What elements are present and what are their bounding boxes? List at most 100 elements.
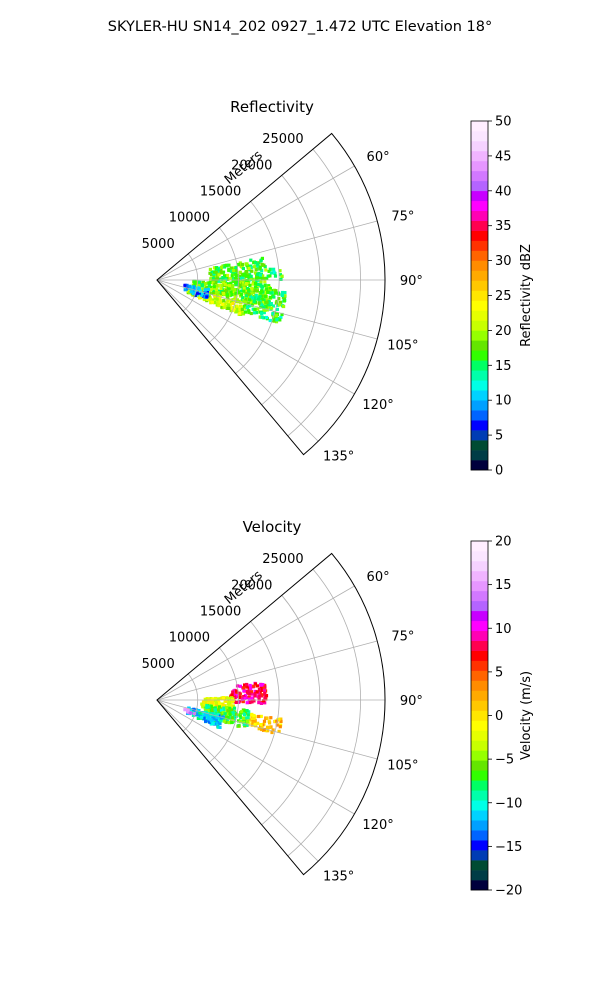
echo-pixel — [267, 303, 271, 307]
echo-pixel — [241, 276, 245, 280]
echo-pixel — [245, 695, 249, 699]
echo-pixel — [262, 305, 266, 309]
echo-pixel — [256, 695, 260, 699]
azimuth-gridline — [156, 220, 378, 281]
echo-pixel — [260, 312, 264, 316]
azimuth-gridline — [156, 165, 355, 281]
echo-pixel — [197, 283, 201, 288]
colorbar-swatch — [471, 790, 488, 801]
echo-pixel — [229, 286, 233, 290]
echo-pixel — [224, 288, 228, 292]
colorbar-tick-label: −10 — [495, 796, 522, 811]
colorbar-tick-label: 20 — [495, 535, 512, 550]
echo-pixel — [270, 730, 274, 735]
echo-pixel — [185, 283, 189, 287]
echo-pixel — [278, 318, 282, 322]
colorbar-tick-label: 10 — [495, 394, 512, 409]
echo-pixel — [274, 289, 278, 293]
radial-tick-label: 5000 — [142, 237, 175, 252]
echo-pixel — [236, 695, 240, 699]
echo-pixel — [227, 701, 232, 705]
echo-pixel — [244, 294, 248, 298]
colorbar-swatch — [471, 350, 488, 361]
echo-pixel — [206, 287, 211, 291]
colorbar-swatch — [471, 810, 488, 821]
echo-pixel — [263, 701, 267, 705]
echo-pixel — [238, 714, 242, 718]
echo-pixel — [231, 269, 236, 273]
echo-pixel — [217, 705, 222, 709]
echo-pixel — [204, 717, 208, 721]
echo-pixel — [201, 705, 205, 709]
echo-pixel — [272, 267, 276, 271]
colorbar-swatch — [471, 290, 488, 301]
colorbar-tick-label: −5 — [495, 753, 514, 768]
echo-pixel — [205, 295, 209, 299]
echo-pixel — [283, 294, 287, 298]
echo-pixel — [234, 700, 239, 704]
echo-pixel — [255, 690, 259, 694]
echo-pixel — [222, 719, 226, 723]
echo-pixel — [221, 283, 225, 287]
echo-pixel — [209, 722, 213, 726]
echo-pixel — [250, 303, 254, 307]
echo-pixel — [206, 702, 210, 706]
echo-pixel — [268, 274, 272, 278]
colorbar-swatch — [471, 560, 488, 572]
echo-pixel — [219, 286, 223, 290]
echo-pixel — [187, 290, 192, 294]
colorbar: 0 5 10 15 20 25 30 35 40 45 50 Reflectivity dBZ — [470, 115, 534, 479]
echo-pixel — [242, 708, 246, 712]
echo-pixel — [242, 686, 246, 690]
colorbar-swatch — [471, 840, 488, 851]
echo-pixel — [231, 302, 235, 306]
echo-pixel — [225, 705, 229, 710]
colorbar-swatch — [471, 150, 488, 162]
echo-pixel — [269, 716, 273, 720]
echo-pixel — [234, 296, 238, 300]
range-ring — [261, 175, 321, 406]
echo-pixel — [251, 307, 255, 311]
colorbar-tick-label: 5 — [495, 429, 503, 444]
echo-pixel — [214, 701, 218, 705]
echo-pixel — [262, 688, 266, 692]
echo-pixel — [257, 275, 262, 280]
echo-pixel — [282, 304, 286, 309]
echo-pixel — [254, 280, 258, 284]
echo-pixel — [267, 269, 271, 273]
panel-title: Reflectivity — [230, 98, 314, 116]
echo-pixel — [252, 280, 256, 284]
echo-pixel — [263, 280, 267, 284]
echo-pixel — [200, 711, 204, 715]
echo-pixel — [211, 281, 215, 285]
echo-pixel — [212, 285, 216, 289]
colorbar-swatch — [471, 650, 488, 661]
echo-pixel — [235, 307, 239, 311]
echo-pixel — [238, 311, 242, 315]
echo-pixel — [204, 710, 208, 714]
colorbar-swatch — [471, 300, 488, 311]
echo-pixel — [222, 299, 226, 303]
echo-pixel — [248, 718, 252, 722]
echo-pixel — [242, 272, 246, 276]
echo-pixel — [209, 273, 214, 277]
echo-pixel — [249, 274, 253, 279]
echo-pixel — [246, 282, 250, 286]
azimuth-tick-label: 75° — [391, 210, 414, 225]
echo-pixel — [252, 291, 256, 295]
echo-pixel — [270, 306, 274, 310]
echo-pixel — [201, 287, 205, 291]
echo-pixel — [217, 279, 221, 283]
echo-pixel — [275, 719, 279, 723]
echo-pixel — [203, 283, 207, 287]
echo-pixel — [262, 727, 266, 732]
echo-pixel — [242, 720, 246, 724]
echo-pixel — [260, 262, 264, 267]
echo-pixel — [240, 710, 244, 714]
echo-pixel — [243, 718, 248, 722]
azimuth-tick-label: 105° — [387, 338, 418, 353]
echo-pixel — [204, 719, 208, 723]
echo-pixel — [221, 276, 225, 280]
echo-pixel — [260, 693, 264, 697]
echo-pixel — [260, 683, 264, 687]
